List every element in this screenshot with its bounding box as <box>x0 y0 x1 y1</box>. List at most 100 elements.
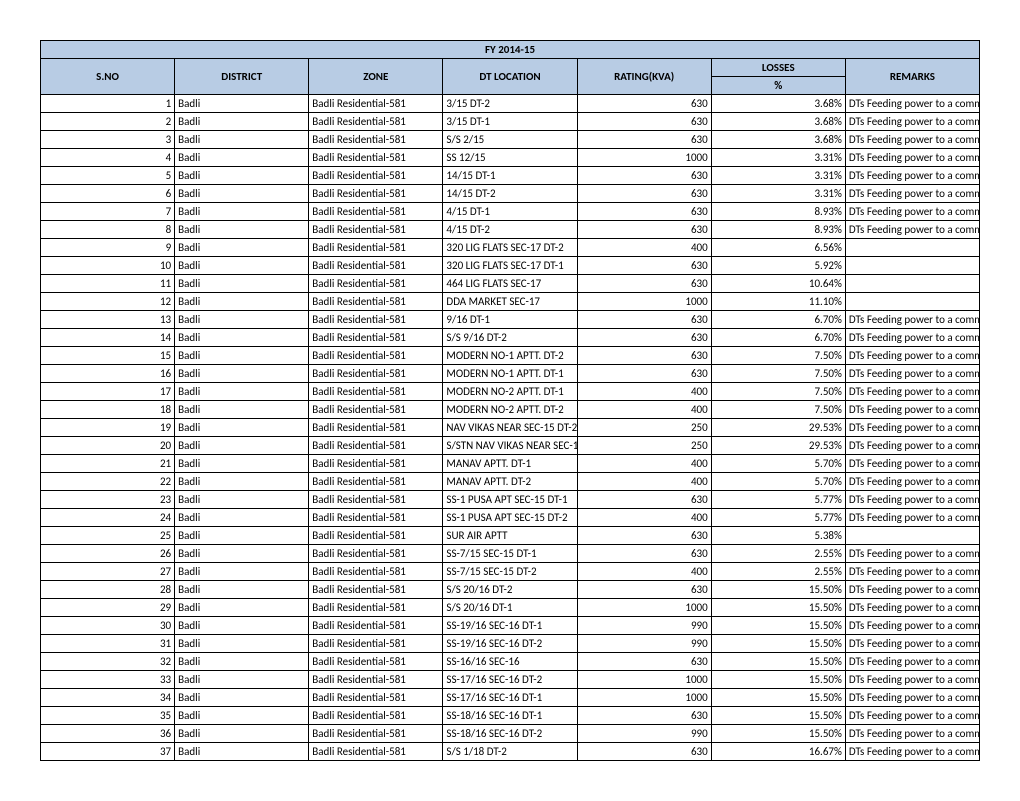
col-location: DT LOCATION <box>443 59 577 95</box>
cell-sno: 35 <box>41 707 175 725</box>
cell-district: Badli <box>175 95 309 113</box>
cell-district: Badli <box>175 311 309 329</box>
cell-district: Badli <box>175 293 309 311</box>
cell-location: S/S 9/16 DT-2 <box>443 329 577 347</box>
cell-rating: 400 <box>577 401 711 419</box>
cell-rating: 250 <box>577 419 711 437</box>
cell-loss: 5.77% <box>711 509 845 527</box>
table-row: 15BadliBadli Residential-581MODERN NO-1 … <box>41 347 980 365</box>
cell-remarks <box>845 239 979 257</box>
cell-rating: 400 <box>577 455 711 473</box>
cell-location: 464 LIG FLATS SEC-17 <box>443 275 577 293</box>
cell-location: S/S 1/18 DT-2 <box>443 743 577 761</box>
cell-remarks: DTs Feeding power to a common area have … <box>845 455 979 473</box>
cell-location: SS-18/16 SEC-16 DT-1 <box>443 707 577 725</box>
cell-remarks: DTs Feeding power to a common area have … <box>845 707 979 725</box>
cell-location: SS-1 PUSA APT SEC-15 DT-2 <box>443 509 577 527</box>
cell-remarks: DTs Feeding power to a common area have … <box>845 113 979 131</box>
cell-zone: Badli Residential-581 <box>309 563 443 581</box>
cell-district: Badli <box>175 185 309 203</box>
cell-loss: 6.70% <box>711 329 845 347</box>
cell-loss: 5.70% <box>711 473 845 491</box>
cell-sno: 20 <box>41 437 175 455</box>
cell-remarks: DTs Feeding power to a common area have … <box>845 185 979 203</box>
cell-loss: 5.70% <box>711 455 845 473</box>
cell-rating: 1000 <box>577 149 711 167</box>
cell-rating: 630 <box>577 743 711 761</box>
cell-district: Badli <box>175 707 309 725</box>
cell-sno: 10 <box>41 257 175 275</box>
cell-loss: 16.67% <box>711 743 845 761</box>
cell-loss: 7.50% <box>711 347 845 365</box>
cell-district: Badli <box>175 257 309 275</box>
cell-rating: 630 <box>577 221 711 239</box>
cell-location: SS 12/15 <box>443 149 577 167</box>
cell-zone: Badli Residential-581 <box>309 275 443 293</box>
table-row: 35BadliBadli Residential-581SS-18/16 SEC… <box>41 707 980 725</box>
cell-location: 320 LIG FLATS SEC-17 DT-1 <box>443 257 577 275</box>
cell-district: Badli <box>175 365 309 383</box>
cell-loss: 7.50% <box>711 383 845 401</box>
table-row: 29BadliBadli Residential-581S/S 20/16 DT… <box>41 599 980 617</box>
cell-zone: Badli Residential-581 <box>309 95 443 113</box>
cell-zone: Badli Residential-581 <box>309 401 443 419</box>
cell-zone: Badli Residential-581 <box>309 221 443 239</box>
cell-zone: Badli Residential-581 <box>309 149 443 167</box>
cell-sno: 8 <box>41 221 175 239</box>
cell-remarks: DTs Feeding power to a common area have … <box>845 545 979 563</box>
cell-sno: 3 <box>41 131 175 149</box>
cell-district: Badli <box>175 383 309 401</box>
table-row: 36BadliBadli Residential-581SS-18/16 SEC… <box>41 725 980 743</box>
table-row: 7BadliBadli Residential-5814/15 DT-16308… <box>41 203 980 221</box>
cell-rating: 630 <box>577 275 711 293</box>
cell-district: Badli <box>175 635 309 653</box>
cell-district: Badli <box>175 347 309 365</box>
cell-district: Badli <box>175 167 309 185</box>
cell-sno: 26 <box>41 545 175 563</box>
cell-location: S/S 20/16 DT-1 <box>443 599 577 617</box>
table-row: 9BadliBadli Residential-581320 LIG FLATS… <box>41 239 980 257</box>
cell-zone: Badli Residential-581 <box>309 635 443 653</box>
cell-remarks: DTs Feeding power to a common area have … <box>845 581 979 599</box>
cell-remarks: DTs Feeding power to a common area have … <box>845 743 979 761</box>
cell-district: Badli <box>175 437 309 455</box>
cell-rating: 630 <box>577 491 711 509</box>
cell-loss: 6.70% <box>711 311 845 329</box>
cell-location: 3/15 DT-2 <box>443 95 577 113</box>
cell-zone: Badli Residential-581 <box>309 185 443 203</box>
cell-loss: 15.50% <box>711 653 845 671</box>
cell-rating: 630 <box>577 581 711 599</box>
cell-loss: 29.53% <box>711 419 845 437</box>
cell-remarks: DTs Feeding power to a common area have … <box>845 671 979 689</box>
table-row: 14BadliBadli Residential-581S/S 9/16 DT-… <box>41 329 980 347</box>
cell-remarks: DTs Feeding power to a common area have … <box>845 311 979 329</box>
cell-loss: 5.92% <box>711 257 845 275</box>
table-row: 16BadliBadli Residential-581MODERN NO-1 … <box>41 365 980 383</box>
table-row: 4BadliBadli Residential-581SS 12/1510003… <box>41 149 980 167</box>
cell-remarks: DTs Feeding power to a common area have … <box>845 95 979 113</box>
cell-location: SS-18/16 SEC-16 DT-2 <box>443 725 577 743</box>
cell-sno: 25 <box>41 527 175 545</box>
cell-remarks: DTs Feeding power to a common area have … <box>845 563 979 581</box>
cell-district: Badli <box>175 599 309 617</box>
cell-zone: Badli Residential-581 <box>309 509 443 527</box>
col-remarks: REMARKS <box>845 59 979 95</box>
cell-sno: 15 <box>41 347 175 365</box>
cell-sno: 17 <box>41 383 175 401</box>
cell-rating: 630 <box>577 203 711 221</box>
cell-rating: 400 <box>577 239 711 257</box>
cell-remarks: DTs Feeding power to a common area have … <box>845 221 979 239</box>
cell-district: Badli <box>175 329 309 347</box>
cell-location: 14/15 DT-1 <box>443 167 577 185</box>
cell-district: Badli <box>175 509 309 527</box>
cell-location: MODERN NO-2 APTT. DT-2 <box>443 401 577 419</box>
cell-loss: 2.55% <box>711 545 845 563</box>
table-row: 27BadliBadli Residential-581SS-7/15 SEC-… <box>41 563 980 581</box>
cell-district: Badli <box>175 689 309 707</box>
cell-rating: 630 <box>577 365 711 383</box>
cell-rating: 250 <box>577 437 711 455</box>
table-row: 20BadliBadli Residential-581S/STN NAV VI… <box>41 437 980 455</box>
cell-remarks: DTs Feeding power to a common area have … <box>845 203 979 221</box>
cell-location: S/S 2/15 <box>443 131 577 149</box>
col-sno: S.NO <box>41 59 175 95</box>
